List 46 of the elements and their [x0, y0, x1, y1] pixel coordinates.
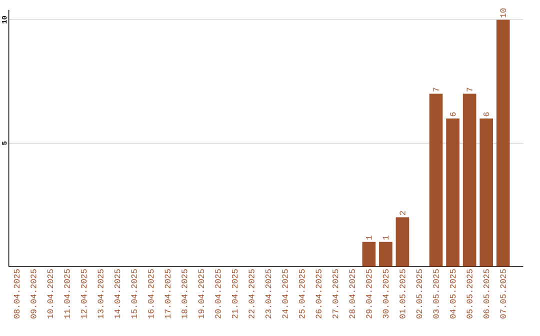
x-tick-label: 28.04.2025 [349, 269, 355, 318]
x-tick-label: 17.04.2025 [164, 269, 170, 318]
x-tick-label: 04.05.2025 [450, 269, 456, 319]
bar [396, 217, 410, 267]
data-label: 1 [366, 236, 372, 240]
x-tick-label: 07.05.2025 [500, 269, 506, 319]
bar [462, 94, 476, 267]
x-tick-label: 30.04.2025 [382, 269, 389, 319]
x-tick-label: 22.04.2025 [248, 269, 254, 318]
x-tick-label: 19.04.2025 [198, 269, 204, 318]
x-tick-label: 18.04.2025 [182, 269, 188, 318]
x-tick-label: 21.04.2025 [232, 269, 238, 318]
bar [446, 118, 460, 267]
x-tick-label: 01.05.2025 [400, 269, 406, 319]
x-tick-label: 24.04.2025 [282, 269, 288, 318]
x-tick-label: 20.04.2025 [215, 269, 221, 318]
x-tick-label: 09.04.2025 [30, 269, 36, 319]
x-tick-label: 26.04.2025 [316, 269, 322, 318]
x-tick-label: 16.04.2025 [148, 269, 154, 318]
x-tick-label: 14.04.2025 [114, 269, 120, 318]
x-tick-label: 27.04.2025 [332, 269, 338, 318]
x-tick-label: 11.04.2025 [64, 269, 70, 318]
data-label: 2 [400, 211, 406, 216]
data-label: 6 [450, 112, 456, 116]
bar [379, 242, 392, 267]
bar [496, 20, 510, 267]
x-tick-label: 15.04.2025 [131, 269, 137, 318]
bar [480, 118, 493, 267]
data-label: 6 [483, 112, 490, 116]
data-label: 7 [433, 88, 439, 92]
x-tick-label: 03.05.2025 [433, 269, 439, 319]
bar [429, 94, 443, 267]
x-tick-label: 05.05.2025 [466, 269, 472, 319]
x-tick-label: 25.04.2025 [298, 269, 305, 318]
data-label: 7 [466, 88, 472, 92]
x-tick-label: 13.04.2025 [98, 269, 104, 318]
x-tick-label: 12.04.2025 [80, 269, 87, 318]
x-tick-label: 29.04.2025 [366, 269, 372, 318]
x-tick-label: 02.05.2025 [416, 269, 422, 319]
x-tick-label: 06.05.2025 [483, 269, 490, 319]
x-tick-label: 10.04.2025 [47, 269, 54, 318]
x-tick-label: 23.04.2025 [265, 269, 272, 318]
data-label: 1 [382, 236, 388, 240]
bar [362, 242, 376, 267]
data-label: 10 [500, 8, 506, 18]
x-tick-label: 08.04.2025 [14, 269, 20, 319]
